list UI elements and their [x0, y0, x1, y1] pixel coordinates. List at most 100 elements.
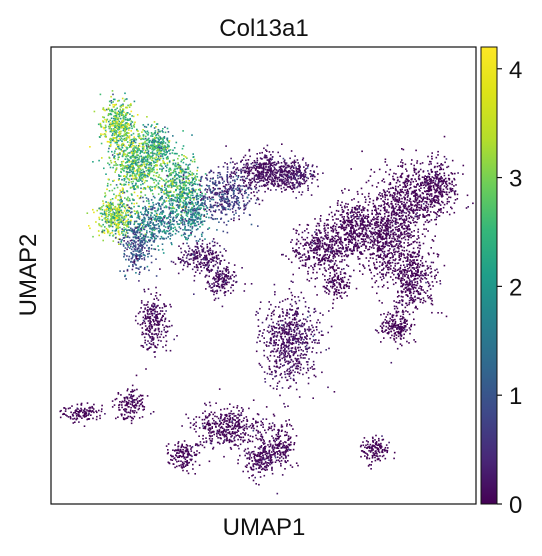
scatter-point — [240, 170, 242, 172]
scatter-point — [181, 191, 183, 193]
scatter-point — [126, 135, 129, 137]
scatter-point — [295, 166, 297, 168]
scatter-point — [156, 218, 159, 221]
scatter-point — [111, 214, 113, 217]
scatter-point — [128, 137, 131, 139]
scatter-point — [190, 223, 193, 226]
scatter-point — [154, 228, 156, 230]
scatter-point — [167, 190, 169, 193]
scatter-point — [176, 200, 179, 202]
scatter-point — [138, 158, 140, 161]
scatter-point — [141, 218, 144, 221]
scatter-point — [180, 193, 182, 196]
scatter-point — [214, 180, 217, 182]
scatter-point — [127, 118, 129, 121]
scatter-point — [131, 143, 133, 146]
scatter-point — [206, 243, 208, 246]
scatter-point — [218, 195, 220, 197]
scatter-point — [251, 172, 254, 175]
scatter-point — [211, 269, 214, 271]
scatter-point — [242, 185, 244, 187]
scatter-point — [112, 217, 115, 219]
scatter-point — [168, 140, 171, 142]
scatter-point — [304, 174, 307, 176]
scatter-point — [122, 243, 125, 246]
scatter-point — [118, 132, 120, 134]
scatter-point — [213, 182, 215, 184]
scatter-point — [164, 186, 166, 188]
scatter-point — [184, 228, 186, 231]
scatter-point — [153, 144, 156, 146]
scatter-point — [108, 100, 111, 103]
scatter-point — [168, 141, 170, 144]
scatter-point — [248, 178, 251, 181]
scatter-point — [138, 251, 141, 253]
scatter-point — [251, 162, 254, 164]
scatter-point — [295, 332, 298, 335]
scatter-point — [152, 207, 154, 209]
scatter-point — [168, 191, 170, 194]
scatter-point — [155, 126, 157, 128]
scatter-point — [208, 271, 211, 273]
scatter-point — [137, 254, 139, 256]
scatter-point — [113, 156, 115, 159]
scatter-point — [264, 190, 266, 193]
scatter-point — [286, 183, 288, 186]
scatter-point — [137, 161, 140, 163]
scatter-point — [135, 226, 137, 228]
scatter-point — [113, 152, 116, 154]
scatter-point — [156, 235, 159, 238]
scatter-point — [257, 198, 260, 201]
scatter-point — [198, 217, 200, 219]
scatter-point — [159, 177, 162, 179]
scatter-point — [207, 269, 210, 271]
scatter-point — [240, 171, 243, 173]
scatter-point — [235, 281, 237, 284]
scatter-point — [153, 316, 156, 318]
scatter-point — [220, 284, 223, 287]
scatter-point — [147, 255, 149, 258]
scatter-point — [127, 246, 129, 248]
scatter-point — [120, 240, 122, 243]
scatter-point — [161, 155, 164, 158]
scatter-point — [146, 221, 149, 223]
scatter-point — [266, 183, 269, 186]
scatter-point — [107, 209, 110, 212]
scatter-point — [255, 173, 257, 176]
scatter-point — [144, 318, 146, 320]
scatter-point — [144, 141, 146, 144]
scatter-point — [185, 211, 188, 213]
scatter-point — [263, 185, 266, 187]
scatter-point — [259, 167, 262, 169]
scatter-point — [142, 346, 145, 348]
scatter-point — [161, 130, 163, 132]
scatter-point — [149, 163, 151, 165]
scatter-point — [182, 170, 184, 172]
scatter-point — [248, 172, 251, 175]
scatter-point — [178, 155, 180, 157]
scatter-point — [148, 205, 150, 208]
scatter-point — [141, 237, 143, 239]
scatter-point — [226, 163, 228, 165]
scatter-point — [269, 164, 272, 166]
scatter-point — [207, 185, 209, 187]
scatter-point — [115, 226, 118, 228]
scatter-point — [102, 231, 105, 233]
scatter-point — [141, 345, 144, 347]
scatter-point — [296, 171, 299, 174]
scatter-point — [216, 256, 218, 259]
scatter-point — [176, 152, 178, 155]
scatter-point — [99, 124, 102, 126]
scatter-point — [256, 159, 259, 162]
scatter-point — [164, 142, 167, 144]
scatter-point — [147, 218, 150, 221]
scatter-point — [311, 164, 314, 166]
scatter-point — [243, 204, 245, 207]
scatter-point — [258, 166, 260, 168]
scatter-point — [132, 263, 134, 266]
scatter-point — [206, 189, 209, 191]
scatter-point — [299, 185, 301, 188]
scatter-point — [124, 123, 126, 125]
scatter-point — [160, 224, 163, 226]
scatter-point — [167, 225, 169, 228]
